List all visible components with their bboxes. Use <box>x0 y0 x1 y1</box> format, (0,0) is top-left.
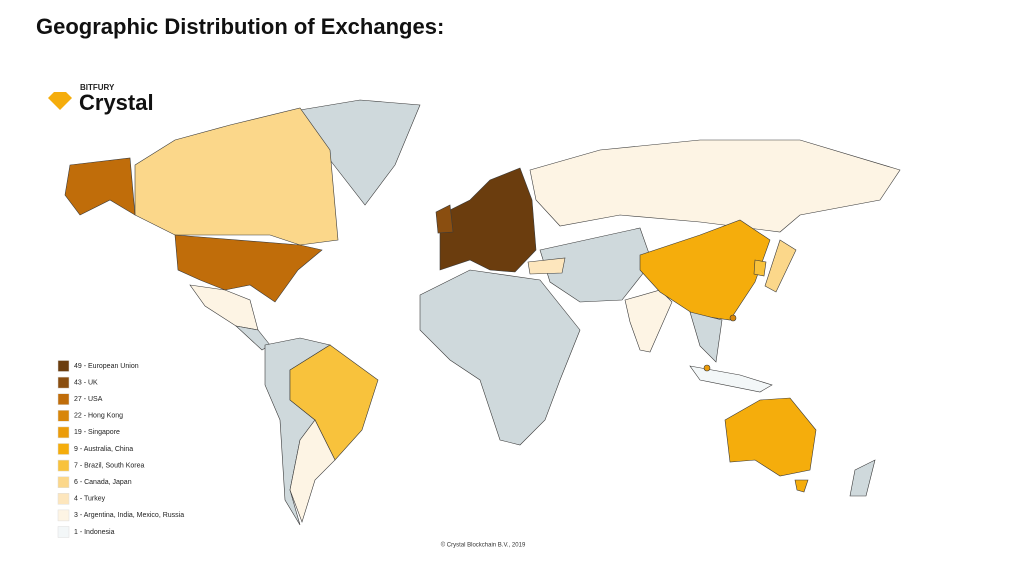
brazil <box>289 344 379 461</box>
singapore <box>703 364 711 372</box>
legend-swatch <box>57 426 70 439</box>
logo-name: Crystal <box>79 90 154 115</box>
legend-swatch <box>57 443 70 455</box>
legend-label: 22 - Hong Kong <box>74 413 123 420</box>
legend-swatch <box>57 476 70 488</box>
legend-swatch <box>57 459 70 472</box>
legend-swatch <box>57 509 70 522</box>
argentina <box>289 419 336 523</box>
canada <box>134 107 339 246</box>
china <box>639 219 771 321</box>
russia <box>529 139 901 233</box>
uk <box>435 204 454 234</box>
hong-kong <box>729 314 737 322</box>
legend-label: 49 - European Union <box>74 363 139 370</box>
africa <box>419 269 581 446</box>
legend-swatch <box>57 410 70 422</box>
tasmania <box>794 479 809 493</box>
legend-label: 19 - Singapore <box>74 429 120 436</box>
alaska <box>64 157 136 216</box>
legend-label: 7 - Brazil, South Korea <box>74 462 145 469</box>
legend-swatch <box>57 376 70 389</box>
logo-icon <box>48 92 72 110</box>
legend-label: 3 - Argentina, India, Mexico, Russia <box>74 512 184 519</box>
middle-east <box>539 227 653 303</box>
logo-overline: BITFURY <box>80 83 115 92</box>
new-zealand <box>849 459 876 497</box>
southeast-asia <box>689 311 723 363</box>
world-map <box>64 99 901 526</box>
legend-label: 27 - USA <box>74 396 103 403</box>
legend-label: 4 - Turkey <box>74 496 106 503</box>
legend-swatch <box>57 360 70 372</box>
japan <box>764 239 797 293</box>
india <box>624 289 673 353</box>
copyright: © Crystal Blockchain B.V., 2019 <box>441 542 526 549</box>
south-korea <box>753 259 767 277</box>
legend-swatch <box>57 526 70 538</box>
legend: 49 - European Union 43 - UK 27 - USA 22 - H… <box>57 360 184 538</box>
legend-swatch <box>57 393 70 405</box>
usa <box>174 234 323 303</box>
legend-label: 1 - Indonesia <box>74 529 115 536</box>
legend-swatch <box>57 493 70 505</box>
australia <box>724 397 817 477</box>
title: Geographic Distribution of Exchanges: <box>36 14 444 39</box>
legend-label: 6 - Canada, Japan <box>74 479 132 486</box>
mexico <box>189 284 259 331</box>
indonesia <box>689 365 773 393</box>
turkey <box>527 257 566 275</box>
european-union <box>439 167 537 273</box>
legend-label: 9 - Australia, China <box>74 446 133 453</box>
legend-label: 43 - UK <box>74 379 98 386</box>
